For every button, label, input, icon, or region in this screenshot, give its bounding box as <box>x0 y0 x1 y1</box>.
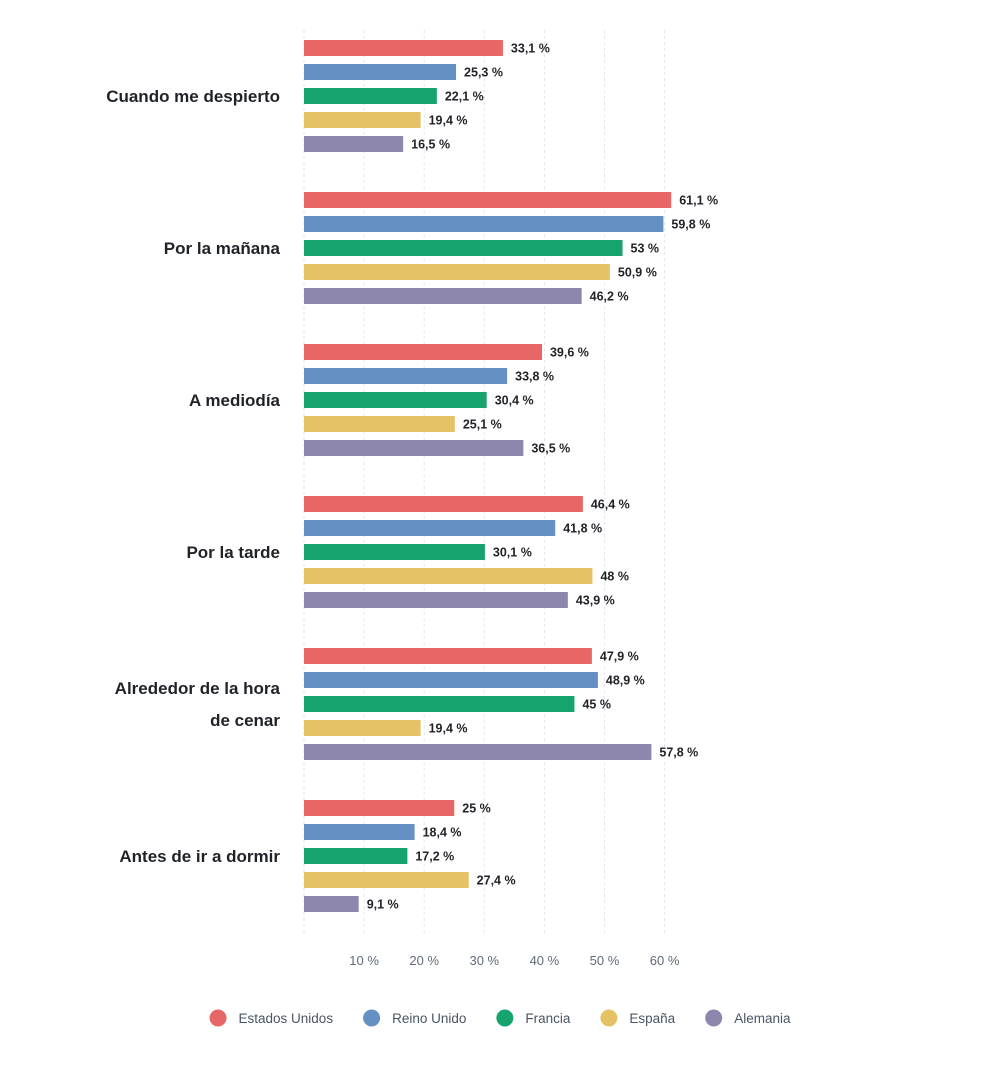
data-label: 59,8 % <box>671 218 710 232</box>
bar <box>304 264 610 280</box>
legend-label: Reino Unido <box>392 1011 466 1026</box>
data-label: 30,1 % <box>493 546 532 560</box>
legend-item[interactable]: Alemania <box>705 1009 791 1027</box>
bar <box>304 520 556 536</box>
x-tick-label: 50 % <box>590 953 620 968</box>
bar <box>304 392 487 408</box>
category-label: de cenar <box>210 711 280 730</box>
data-label: 43,9 % <box>576 594 615 608</box>
data-label: 48 % <box>600 570 629 584</box>
bar <box>304 720 421 736</box>
bar <box>304 592 568 608</box>
data-label: 33,1 % <box>511 42 550 56</box>
data-label: 9,1 % <box>367 898 399 912</box>
category-label: Cuando me despierto <box>106 87 280 106</box>
bar <box>304 216 664 232</box>
data-label: 61,1 % <box>679 194 718 208</box>
data-label: 19,4 % <box>429 114 468 128</box>
data-label: 50,9 % <box>618 266 657 280</box>
bar <box>304 112 421 128</box>
x-tick-label: 20 % <box>409 953 439 968</box>
bar <box>304 896 359 912</box>
bar <box>304 496 583 512</box>
legend-swatch <box>600 1009 618 1027</box>
bar <box>304 416 455 432</box>
data-label: 25,1 % <box>463 418 502 432</box>
data-label: 36,5 % <box>531 442 570 456</box>
legend-label: Francia <box>525 1011 571 1026</box>
bar <box>304 648 592 664</box>
bar <box>304 40 503 56</box>
data-label: 39,6 % <box>550 346 589 360</box>
data-label: 17,2 % <box>415 850 454 864</box>
data-label: 57,8 % <box>659 746 698 760</box>
data-label: 19,4 % <box>429 722 468 736</box>
legend-swatch <box>209 1009 227 1027</box>
data-label: 33,8 % <box>515 370 554 384</box>
bar <box>304 696 575 712</box>
category-label: Antes de ir a dormir <box>119 847 280 866</box>
x-axis: 10 % 20 % 30 % 40 % 50 % 60 % <box>349 953 680 968</box>
bar <box>304 192 672 208</box>
legend-label: Estados Unidos <box>239 1011 334 1026</box>
data-label: 41,8 % <box>563 522 602 536</box>
data-label: 47,9 % <box>600 650 639 664</box>
bar <box>304 848 408 864</box>
x-tick-label: 60 % <box>650 953 680 968</box>
bar <box>304 136 404 152</box>
data-label: 16,5 % <box>411 138 450 152</box>
bar <box>304 344 542 360</box>
data-label: 46,4 % <box>591 498 630 512</box>
legend-swatch <box>363 1009 381 1027</box>
category-label: A mediodía <box>189 391 281 410</box>
data-label: 46,2 % <box>590 290 629 304</box>
bar <box>304 288 582 304</box>
data-label: 53 % <box>631 242 660 256</box>
bar <box>304 240 623 256</box>
x-tick-label: 30 % <box>469 953 499 968</box>
legend-item[interactable]: Reino Unido <box>363 1009 466 1027</box>
legend-item[interactable]: España <box>600 1009 676 1027</box>
x-tick-label: 40 % <box>530 953 560 968</box>
x-tick-label: 10 % <box>349 953 379 968</box>
legend-label: Alemania <box>734 1011 791 1026</box>
data-label: 48,9 % <box>606 674 645 688</box>
legend-item[interactable]: Francia <box>496 1009 571 1027</box>
bar <box>304 544 485 560</box>
legend-item[interactable]: Estados Unidos <box>209 1009 334 1027</box>
bars: 33,1 % 25,3 % 22,1 % 19,4 % 16,5 % 61,1 % 59,8… <box>304 40 718 912</box>
bar <box>304 872 469 888</box>
legend-label: España <box>629 1011 675 1026</box>
data-label: 27,4 % <box>477 874 516 888</box>
bar <box>304 440 524 456</box>
data-label: 25 % <box>462 802 491 816</box>
bar <box>304 568 593 584</box>
bar <box>304 368 508 384</box>
bar <box>304 800 455 816</box>
data-label: 25,3 % <box>464 66 503 80</box>
bar <box>304 64 457 80</box>
data-label: 18,4 % <box>423 826 462 840</box>
bar <box>304 88 437 104</box>
category-label: Por la tarde <box>186 543 280 562</box>
bar <box>304 744 652 760</box>
data-label: 22,1 % <box>445 90 484 104</box>
category-label: Alrededor de la hora <box>115 679 281 698</box>
data-label: 30,4 % <box>495 394 534 408</box>
grid <box>303 30 666 935</box>
legend-swatch <box>705 1009 723 1027</box>
legend[interactable]: Estados Unidos Reino Unido Francia España Al… <box>209 1009 791 1027</box>
category-labels: Cuando me despierto Por la mañana A mediod… <box>106 87 280 866</box>
data-label: 45 % <box>582 698 611 712</box>
legend-swatch <box>496 1009 514 1027</box>
bar <box>304 672 598 688</box>
category-label: Por la mañana <box>164 239 281 258</box>
bar <box>304 824 415 840</box>
